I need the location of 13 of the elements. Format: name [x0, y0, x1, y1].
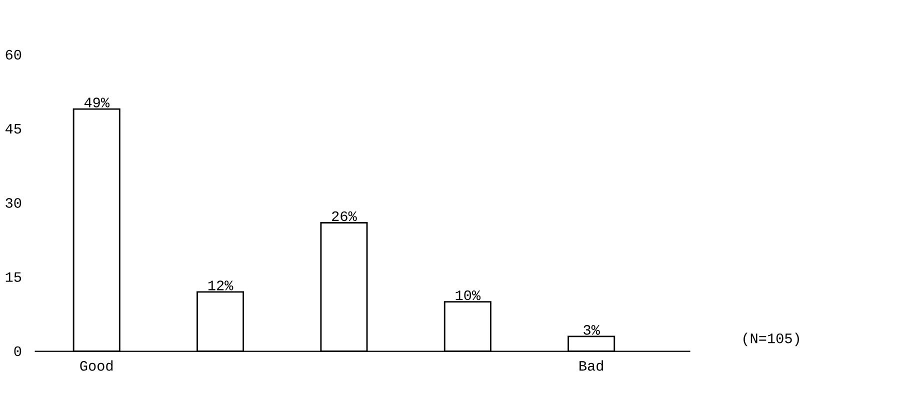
data-label: 26% — [332, 211, 357, 221]
data-label: 3% — [584, 324, 600, 335]
y-tick-label: 15 — [6, 272, 22, 282]
y-tick-label: 0 — [14, 346, 22, 356]
x-tick-label: Bad — [580, 360, 603, 371]
y-tick-label: 60 — [6, 50, 22, 60]
data-label: 49% — [84, 98, 110, 108]
x-tick-label: Good — [80, 360, 113, 371]
y-tick-label: 45 — [6, 124, 22, 134]
text: (N=105) — [744, 332, 799, 346]
data-label: 12% — [208, 280, 234, 290]
y-tick-label: 30 — [6, 198, 22, 208]
data-label: 10% — [456, 290, 481, 300]
